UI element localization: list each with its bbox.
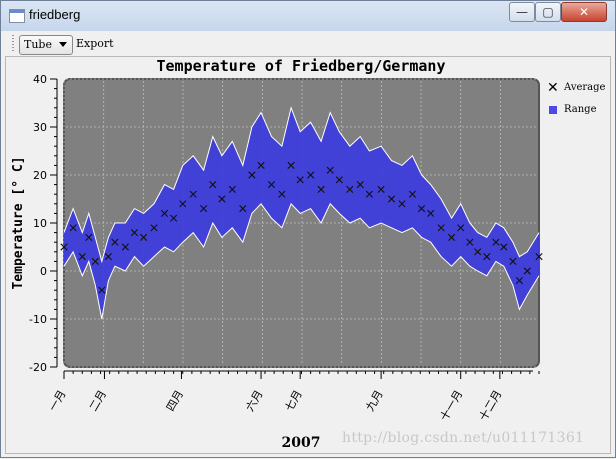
x-tick-label: 一月 <box>46 388 68 414</box>
average-point <box>466 238 474 246</box>
legend-range-label: Range <box>564 104 597 115</box>
average-point <box>104 253 112 261</box>
toolbar-grip-icon[interactable] <box>12 35 14 53</box>
average-point <box>267 181 276 189</box>
average-point <box>335 176 343 184</box>
x-tick-label: 九月 <box>363 388 385 414</box>
average-point <box>474 248 482 256</box>
chart-title: Temperature of Friedberg/Germany <box>157 57 446 75</box>
window-title: friedberg <box>29 7 81 22</box>
average-point <box>91 257 99 265</box>
average-point <box>209 181 217 189</box>
average-point <box>60 243 68 251</box>
average-point <box>248 171 256 179</box>
average-point <box>287 161 295 169</box>
average-point <box>296 176 304 184</box>
x-tick-label: 二月 <box>87 388 109 414</box>
cross-marker-icon: ✕ <box>547 80 559 96</box>
average-point <box>483 253 491 261</box>
x-tick-label: 四月 <box>164 388 186 414</box>
plot-area: Temperature of Friedberg/Germany Tempera… <box>5 56 611 454</box>
average-point <box>447 233 456 241</box>
average-point <box>515 277 524 285</box>
x-tick-label: 六月 <box>243 388 265 414</box>
average-point <box>408 190 417 198</box>
average-point <box>317 185 325 193</box>
average-point <box>427 209 435 217</box>
average-point <box>140 233 148 241</box>
average-point <box>377 185 385 193</box>
range-band <box>64 107 539 319</box>
export-button[interactable]: Export <box>76 37 114 50</box>
y-tick-label: 10 <box>33 217 47 230</box>
average-point <box>356 181 364 189</box>
title-bar[interactable]: friedberg — ▢ ✕ <box>1 1 615 31</box>
average-point <box>365 190 373 198</box>
y-tick-label: -10 <box>29 313 47 326</box>
y-tick-label: -20 <box>29 361 47 374</box>
range-max-line <box>63 106 540 264</box>
y-tick-label: 0 <box>40 265 47 278</box>
minimize-button[interactable]: — <box>509 2 535 22</box>
average-point <box>307 171 315 179</box>
average-point <box>170 214 178 222</box>
average-point <box>278 190 286 198</box>
average-point <box>130 229 139 237</box>
average-series <box>60 161 543 294</box>
watermark: http://blog.csdn.net/u011171361 <box>342 430 585 446</box>
average-point <box>523 267 531 275</box>
toolbar: Tube Export <box>6 32 610 56</box>
average-point <box>78 253 86 261</box>
average-point <box>98 286 106 294</box>
average-point <box>457 224 465 232</box>
average-point <box>398 200 406 208</box>
average-point <box>500 243 508 251</box>
chevron-down-icon <box>59 42 67 47</box>
average-point <box>228 185 236 193</box>
x-axis-label: 2007 <box>282 435 321 451</box>
x-tick-label: 七月 <box>283 388 305 414</box>
average-point <box>257 161 265 169</box>
average-point <box>200 205 208 213</box>
average-point <box>150 224 158 232</box>
y-axis: -20 -10 0 10 20 30 40 <box>29 73 58 374</box>
x-tick-label: 十二月 <box>476 388 505 424</box>
average-point <box>69 224 77 232</box>
y-tick-label: 20 <box>33 169 47 182</box>
app-icon <box>9 9 25 23</box>
average-point <box>387 195 396 203</box>
average-point <box>121 243 129 251</box>
average-point <box>492 238 500 246</box>
average-point <box>189 190 197 198</box>
legend: ✕ Average Range <box>546 81 616 131</box>
y-tick-label: 30 <box>33 121 47 134</box>
average-point <box>218 195 226 203</box>
curve-style-combo[interactable]: Tube <box>19 35 73 55</box>
average-point <box>179 200 187 208</box>
average-point <box>326 166 334 174</box>
range-swatch-icon <box>549 106 557 114</box>
average-point <box>239 205 247 213</box>
average-point <box>160 209 169 217</box>
x-axis: 一月 二月 四月 六月 七月 九月 十一月 十二月 <box>46 370 540 424</box>
average-point <box>509 257 517 265</box>
average-point <box>85 233 93 241</box>
average-point <box>111 238 119 246</box>
curve-style-value: Tube <box>24 38 52 51</box>
average-point <box>437 224 445 232</box>
range-min-line <box>63 202 540 320</box>
legend-average-label: Average <box>564 82 606 93</box>
average-point <box>417 205 426 213</box>
close-button[interactable]: ✕ <box>561 2 607 22</box>
y-axis-label: Temperature [° C] <box>11 156 26 289</box>
maximize-button[interactable]: ▢ <box>535 2 561 22</box>
average-point <box>535 253 543 261</box>
x-tick-label: 十一月 <box>437 388 466 424</box>
average-point <box>346 185 354 193</box>
y-tick-label: 40 <box>33 73 47 86</box>
plot-canvas[interactable] <box>60 78 543 368</box>
